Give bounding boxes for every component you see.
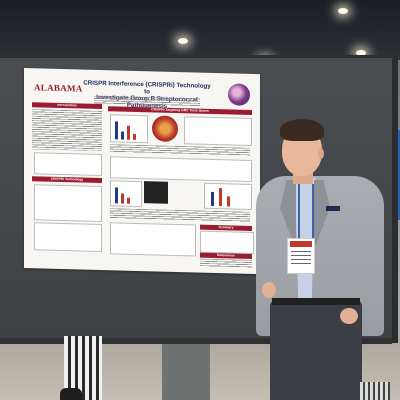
chart-bar (127, 125, 130, 140)
summary-diagram (200, 230, 254, 255)
references-text (200, 258, 252, 268)
lanyard (298, 184, 314, 240)
presenter-hair (280, 119, 324, 141)
survival-chart-panel (204, 182, 252, 210)
chair (360, 382, 390, 400)
chart-bar (115, 121, 118, 140)
technology-figure-lower (34, 222, 102, 253)
board-stand (162, 344, 210, 400)
section-crispri-technology: CRISPRi Technology (32, 176, 102, 184)
chart-bar (121, 131, 124, 140)
petri-dish-image (152, 115, 178, 143)
passerby-shoe (60, 388, 82, 400)
chart-bar (127, 197, 130, 204)
name-badge (287, 238, 315, 274)
lab-seal-icon (228, 83, 250, 106)
poster-title-line1: CRISPR Interference (CRISPRi) Technology… (83, 79, 211, 96)
technology-figure (34, 184, 102, 223)
chart-bar (121, 193, 124, 204)
belt (272, 298, 360, 305)
badge-text (291, 251, 311, 267)
chart-bar (115, 187, 118, 204)
section-crispr-targeting: CRISPRi Targeting GBS Toxin Genes (108, 106, 252, 115)
bar-chart-panel (110, 114, 148, 144)
presenter-left-hand (262, 282, 276, 298)
chart-bar (133, 133, 136, 140)
line-chart-panel (184, 116, 252, 146)
methods-text (110, 208, 250, 222)
microscopy-image (144, 181, 168, 204)
ceiling-light (178, 38, 188, 44)
chart-bar (227, 196, 230, 207)
badge-header (290, 241, 312, 247)
chart-bar (219, 188, 222, 207)
introduction-text (32, 109, 102, 152)
chart-bar (211, 191, 214, 206)
ceiling-light (356, 50, 366, 56)
presenter-right-hand (340, 308, 358, 324)
research-poster: ALABAMA CRISPR Interference (CRISPRi) Te… (24, 68, 260, 275)
results-panel (110, 156, 252, 182)
introduction-figure (34, 152, 102, 177)
targeting-text (110, 144, 250, 156)
pocket-square (326, 206, 340, 211)
poster-board-edge (0, 338, 392, 344)
presenter-ear (318, 148, 324, 159)
university-logo: ALABAMA (34, 82, 83, 94)
section-introduction: Introduction (32, 102, 102, 110)
model-diagram (110, 222, 196, 257)
ceiling-light (338, 8, 348, 14)
assay-chart-panel (110, 180, 142, 208)
